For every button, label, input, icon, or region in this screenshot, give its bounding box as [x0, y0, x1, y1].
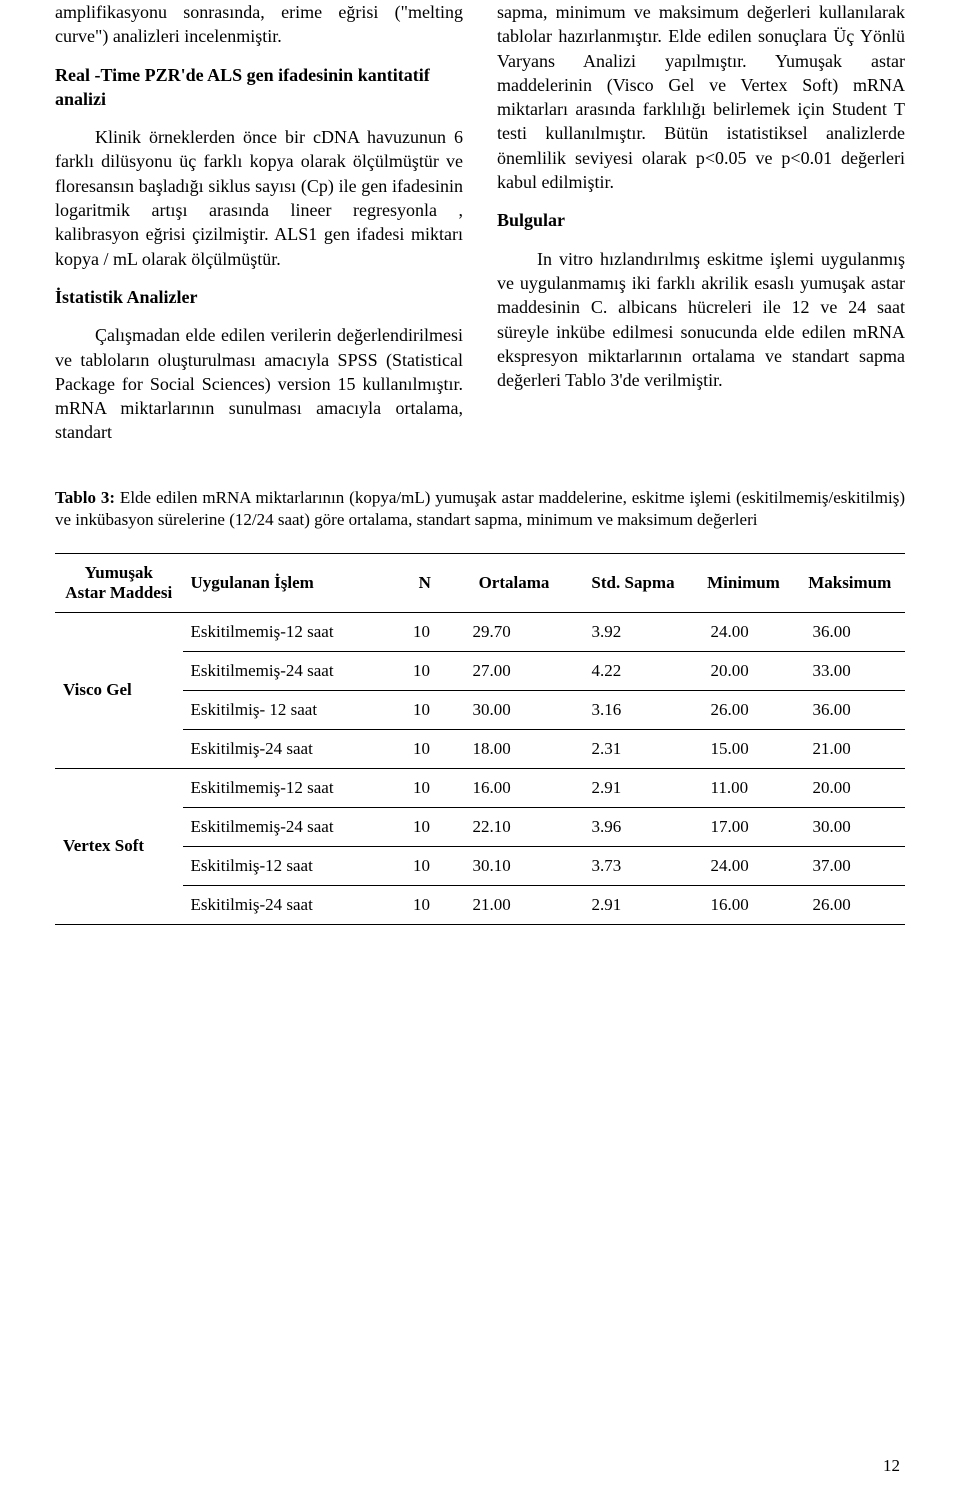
table-cell: 10	[395, 612, 455, 651]
col-header: Minimum	[693, 553, 795, 612]
table-cell: Eskitilmemiş-24 saat	[183, 807, 396, 846]
table-caption-lead: Tablo 3:	[55, 488, 115, 507]
material-cell: Vertex Soft	[55, 768, 183, 924]
table-row: Eskitilmiş-12 saat1030.103.7324.0037.00	[55, 846, 905, 885]
table-cell: 17.00	[693, 807, 795, 846]
material-cell: Visco Gel	[55, 612, 183, 768]
table-cell: 3.16	[574, 690, 693, 729]
table-cell: 3.73	[574, 846, 693, 885]
table-cell: 20.00	[795, 768, 906, 807]
subheading: Real -Time PZR'de ALS gen ifadesinin kan…	[55, 63, 463, 112]
table-cell: Eskitilmiş-24 saat	[183, 729, 396, 768]
col-header: Yumuşak Astar Maddesi	[55, 553, 183, 612]
table-cell: Eskitilmiş- 12 saat	[183, 690, 396, 729]
table-caption-text: Elde edilen mRNA miktarlarının (kopya/mL…	[55, 488, 905, 529]
table-cell: 30.10	[455, 846, 574, 885]
table-cell: 37.00	[795, 846, 906, 885]
table-cell: Eskitilmiş-12 saat	[183, 846, 396, 885]
table-cell: Eskitilmemiş-12 saat	[183, 612, 396, 651]
col-header: Maksimum	[795, 553, 906, 612]
paragraph: Klinik örneklerden önce bir cDNA havuzun…	[55, 125, 463, 271]
table-cell: 4.22	[574, 651, 693, 690]
table-cell: 16.00	[693, 885, 795, 924]
table-cell: 10	[395, 651, 455, 690]
subheading: Bulgular	[497, 208, 905, 232]
paragraph: Çalışmadan elde edilen verilerin değerle…	[55, 323, 463, 444]
col-header: N	[395, 553, 455, 612]
table-cell: 24.00	[693, 612, 795, 651]
col-header: Uygulanan İşlem	[183, 553, 396, 612]
table-cell: Eskitilmemiş-24 saat	[183, 651, 396, 690]
data-table: Yumuşak Astar Maddesi Uygulanan İşlem N …	[55, 553, 905, 925]
table-cell: 10	[395, 846, 455, 885]
table-cell: 10	[395, 690, 455, 729]
table-row: Eskitilmiş-24 saat1018.002.3115.0021.00	[55, 729, 905, 768]
table-header-row: Yumuşak Astar Maddesi Uygulanan İşlem N …	[55, 553, 905, 612]
table-cell: 16.00	[455, 768, 574, 807]
table-cell: 11.00	[693, 768, 795, 807]
two-column-body: amplifikasyonu sonrasında, erime eğrisi …	[55, 0, 905, 459]
table-cell: 3.96	[574, 807, 693, 846]
right-column: sapma, minimum ve maksimum değerleri kul…	[497, 0, 905, 459]
paragraph: sapma, minimum ve maksimum değerleri kul…	[497, 0, 905, 194]
table-row: Eskitilmemiş-24 saat1027.004.2220.0033.0…	[55, 651, 905, 690]
table-cell: 30.00	[455, 690, 574, 729]
table-row: Vertex SoftEskitilmemiş-12 saat1016.002.…	[55, 768, 905, 807]
table-row: Eskitilmiş- 12 saat1030.003.1626.0036.00	[55, 690, 905, 729]
table-row: Eskitilmemiş-24 saat1022.103.9617.0030.0…	[55, 807, 905, 846]
table-cell: 2.91	[574, 885, 693, 924]
paragraph: In vitro hızlandırılmış eskitme işlemi u…	[497, 247, 905, 393]
table-cell: 10	[395, 807, 455, 846]
table-cell: 36.00	[795, 612, 906, 651]
table-caption: Tablo 3: Elde edilen mRNA miktarlarının …	[55, 487, 905, 531]
table-cell: Eskitilmemiş-12 saat	[183, 768, 396, 807]
table-row: Visco GelEskitilmemiş-12 saat1029.703.92…	[55, 612, 905, 651]
table-cell: 33.00	[795, 651, 906, 690]
table-cell: 2.31	[574, 729, 693, 768]
table-cell: 18.00	[455, 729, 574, 768]
table-cell: 27.00	[455, 651, 574, 690]
table-cell: 2.91	[574, 768, 693, 807]
table-cell: 36.00	[795, 690, 906, 729]
table-cell: 26.00	[795, 885, 906, 924]
table-cell: 10	[395, 768, 455, 807]
table-cell: 20.00	[693, 651, 795, 690]
table-cell: 21.00	[795, 729, 906, 768]
table-cell: 3.92	[574, 612, 693, 651]
table-cell: 22.10	[455, 807, 574, 846]
table-cell: 10	[395, 885, 455, 924]
table-cell: 29.70	[455, 612, 574, 651]
table-cell: Eskitilmiş-24 saat	[183, 885, 396, 924]
table-cell: 21.00	[455, 885, 574, 924]
table-cell: 10	[395, 729, 455, 768]
col-header: Ortalama	[455, 553, 574, 612]
table-cell: 30.00	[795, 807, 906, 846]
table-cell: 26.00	[693, 690, 795, 729]
col-header: Std. Sapma	[574, 553, 693, 612]
table-cell: 15.00	[693, 729, 795, 768]
paragraph: amplifikasyonu sonrasında, erime eğrisi …	[55, 0, 463, 49]
page-number: 12	[883, 1456, 900, 1476]
table-row: Eskitilmiş-24 saat1021.002.9116.0026.00	[55, 885, 905, 924]
left-column: amplifikasyonu sonrasında, erime eğrisi …	[55, 0, 463, 459]
table-cell: 24.00	[693, 846, 795, 885]
subheading: İstatistik Analizler	[55, 285, 463, 309]
